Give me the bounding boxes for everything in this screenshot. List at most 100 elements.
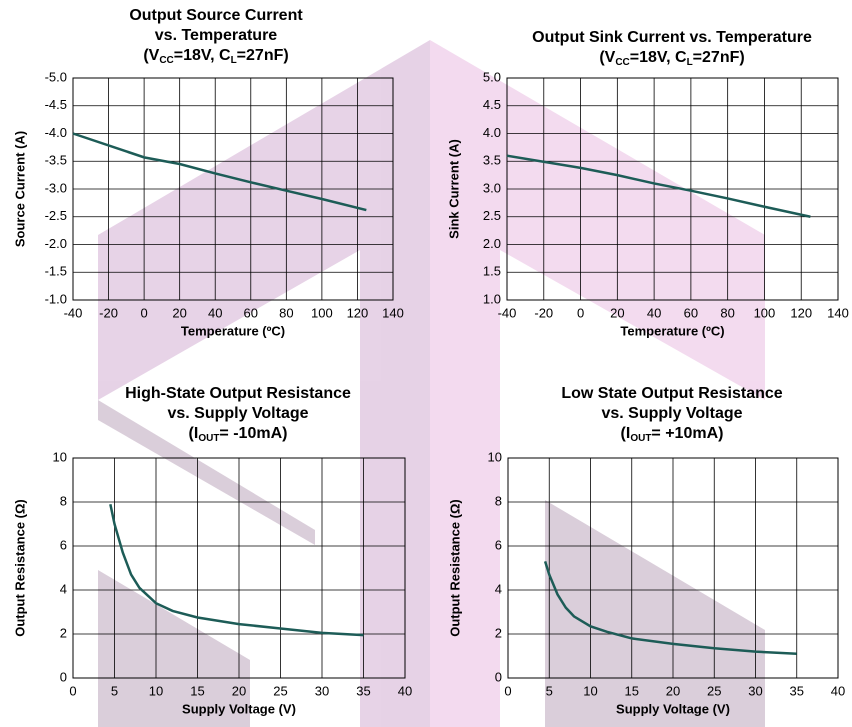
x-tick-label: 35 (356, 683, 370, 698)
title-part: =27nF) (693, 49, 745, 66)
subscript: L (231, 55, 237, 66)
x-tick-label: 30 (748, 683, 762, 698)
y-tick-label: 2 (60, 625, 67, 640)
x-tick-label: 140 (827, 305, 849, 320)
title-part: (I (189, 425, 199, 442)
title-part: =27nF) (237, 47, 289, 64)
x-tick-label: 5 (111, 683, 118, 698)
y-tick-label: -3.5 (45, 153, 67, 168)
chart-title: (IOUT= +10mA) (621, 425, 724, 443)
x-tick-label: 20 (172, 305, 186, 320)
x-tick-label: 40 (398, 683, 412, 698)
title-part: =18V, C (630, 49, 687, 66)
chart-title: (IOUT= -10mA) (189, 425, 288, 443)
y-tick-label: -2.0 (45, 236, 67, 251)
x-tick-label: 80 (720, 305, 734, 320)
y-tick-label: 4.0 (483, 125, 501, 140)
y-tick-label: 2 (495, 625, 502, 640)
chart-title: vs. Supply Voltage (601, 405, 742, 422)
y-tick-label: -4.5 (45, 97, 67, 112)
y-tick-label: 4 (495, 581, 502, 596)
data-line (543, 561, 797, 656)
x-tick-label: -20 (534, 305, 553, 320)
x-tick-label: 25 (707, 683, 721, 698)
y-tick-label: 10 (53, 449, 67, 464)
x-tick-label: 5 (546, 683, 553, 698)
chart-title: (VCC=18V, CL=27nF) (599, 49, 744, 67)
title-part: =18V, C (174, 47, 231, 64)
chart: Low State Output Resistance vs. Supply Vo… (447, 385, 845, 716)
x-tick-label: 0 (140, 305, 147, 320)
x-tick-label: 0 (504, 683, 511, 698)
subscript: CC (159, 55, 173, 66)
x-tick-label: -20 (99, 305, 118, 320)
y-tick-label: 8 (495, 493, 502, 508)
y-tick-label: -1.0 (45, 291, 67, 306)
x-tick-label: 40 (831, 683, 845, 698)
x-axis-label: Temperature (ºC) (181, 323, 285, 338)
x-tick-label: -40 (498, 305, 517, 320)
x-tick-label: 20 (610, 305, 624, 320)
x-tick-label: 40 (208, 305, 222, 320)
x-tick-label: 10 (149, 683, 163, 698)
x-tick-label: 120 (347, 305, 369, 320)
x-tick-label: 10 (583, 683, 597, 698)
x-tick-label: 80 (279, 305, 293, 320)
y-tick-label: 3.5 (483, 153, 501, 168)
y-tick-label: 8 (60, 493, 67, 508)
y-axis-label: Output Resistance (Ω) (12, 499, 27, 637)
x-tick-label: 25 (273, 683, 287, 698)
x-tick-label: 60 (684, 305, 698, 320)
y-tick-label: 4 (60, 581, 67, 596)
subscript: L (687, 57, 693, 68)
y-tick-label: 1.5 (483, 264, 501, 279)
x-axis-label: Supply Voltage (V) (616, 701, 730, 716)
x-tick-label: -40 (64, 305, 83, 320)
y-tick-label: -4.0 (45, 125, 67, 140)
y-tick-label: 1.0 (483, 291, 501, 306)
chart-title: Low State Output Resistance (561, 385, 782, 402)
x-tick-label: 20 (666, 683, 680, 698)
x-tick-label: 35 (790, 683, 804, 698)
x-tick-label: 15 (190, 683, 204, 698)
data-line (109, 503, 364, 637)
x-tick-label: 0 (69, 683, 76, 698)
y-tick-label: -3.0 (45, 180, 67, 195)
subscript: OUT (198, 433, 219, 444)
chart-title: Output Source Current (129, 7, 303, 24)
title-part: = +10mA) (651, 425, 723, 442)
chart-title: vs. Supply Voltage (167, 405, 308, 422)
subscript: CC (615, 57, 629, 68)
chart: High-State Output Resistance vs. Supply V… (12, 385, 412, 716)
y-tick-label: 4.5 (483, 97, 501, 112)
watermark (98, 40, 765, 727)
y-tick-label: 3.0 (483, 180, 501, 195)
x-axis-label: Supply Voltage (V) (182, 701, 296, 716)
data-line (506, 154, 811, 218)
y-tick-label: 6 (60, 537, 67, 552)
chart: Output Sink Current vs. Temperature(VCC=… (446, 29, 848, 338)
title-part: = -10mA) (219, 425, 287, 442)
x-tick-label: 60 (244, 305, 258, 320)
chart-title: (VCC=18V, CL=27nF) (143, 47, 288, 65)
y-tick-label: -2.5 (45, 208, 67, 223)
x-tick-label: 100 (754, 305, 776, 320)
x-axis-label: Temperature (ºC) (620, 323, 724, 338)
title-part: (V (599, 49, 615, 66)
x-tick-label: 0 (577, 305, 584, 320)
x-tick-label: 30 (315, 683, 329, 698)
y-tick-label: 2.5 (483, 208, 501, 223)
y-tick-label: -5.0 (45, 69, 67, 84)
y-tick-label: 0 (60, 669, 67, 684)
chart: Output Source Current vs. Temperature (VCC… (12, 7, 403, 338)
y-tick-label: 6 (495, 537, 502, 552)
y-tick-label: 10 (488, 449, 502, 464)
chart-title: High-State Output Resistance (125, 385, 351, 402)
x-tick-label: 120 (790, 305, 812, 320)
title-part: (I (621, 425, 631, 442)
x-tick-label: 40 (647, 305, 661, 320)
y-tick-label: 2.0 (483, 236, 501, 251)
y-axis-label: Source Current (A) (12, 131, 27, 247)
chart-title: vs. Temperature (155, 27, 278, 44)
